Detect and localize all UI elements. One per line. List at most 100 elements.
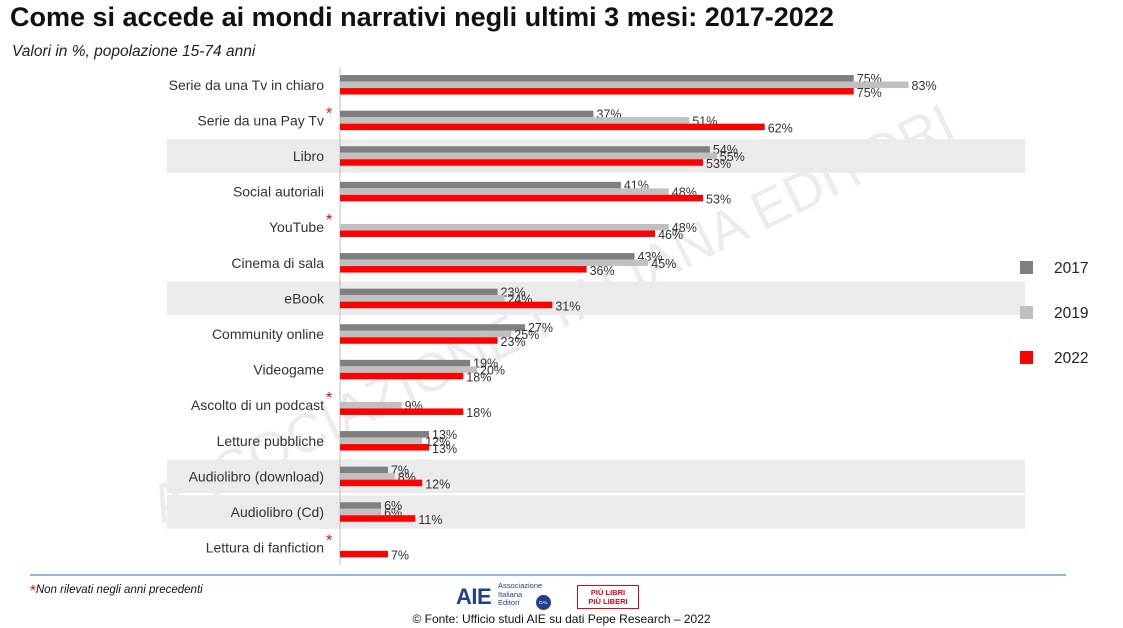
bar-2022: [340, 408, 464, 415]
category-label: Audiolibro (download): [189, 468, 324, 484]
footnote-text: Non rilevati negli anni precedenti: [35, 584, 203, 596]
bar-2017: [340, 502, 382, 509]
bar-2019: [340, 152, 717, 160]
bar-2017: [340, 110, 594, 118]
bar-2019: [340, 366, 477, 373]
footnote-asterisk: *: [30, 582, 36, 599]
bar-2022: [340, 194, 704, 202]
data-label-2022: 75%: [857, 86, 882, 100]
bar-2019: [340, 259, 649, 267]
asterisk-marker: *: [326, 533, 332, 550]
data-label-2017: 23%: [501, 285, 526, 299]
category-label: eBook: [284, 290, 325, 306]
category-label: Letture pubbliche: [217, 433, 325, 449]
data-label-2022: 36%: [590, 264, 615, 278]
bar-2022: [340, 88, 854, 95]
bar-2019: [340, 401, 402, 409]
bar-2017: [340, 288, 498, 296]
legend-label-2019: 2019: [1054, 305, 1088, 322]
aie-logo-badge: DAL 1869: [536, 595, 551, 620]
bar-2019: [340, 81, 909, 89]
category-label: Videogame: [253, 362, 324, 378]
row-band: [167, 495, 1025, 529]
data-label-2022: 31%: [555, 299, 580, 313]
data-label-2019: 20%: [480, 364, 505, 378]
data-label-2022: 13%: [432, 442, 457, 456]
bar-2017: [340, 75, 854, 82]
bar-2017: [340, 359, 471, 367]
data-label-2019: 48%: [672, 221, 697, 235]
data-label-2019: 25%: [514, 328, 539, 342]
data-label-2017: 54%: [713, 143, 738, 157]
legend-label-2022: 2022: [1054, 350, 1088, 367]
bar-2019: [340, 473, 395, 480]
legend-swatch-2017: [1020, 261, 1033, 274]
plpl-logo-line: PIÙ LIBRI: [590, 588, 626, 597]
bar-2022: [340, 301, 553, 309]
data-label-2017: 19%: [473, 357, 498, 371]
data-label-2019: 12%: [425, 435, 450, 449]
category-label: Lettura di fanfiction: [206, 540, 324, 556]
data-label-2017: 7%: [391, 463, 409, 477]
piu-libri-piu-liberi-logo: PIÙ LIBRI PIÙ LIBERI: [577, 585, 639, 609]
footnote: *Non rilevati negli anni precedenti: [30, 582, 203, 599]
category-label: YouTube: [269, 219, 324, 235]
row-band: [167, 281, 1025, 316]
data-label-2022: 18%: [466, 371, 491, 385]
data-label-2022: 53%: [706, 193, 731, 207]
data-label-2022: 12%: [425, 477, 450, 491]
data-label-2022: 11%: [418, 513, 442, 527]
chart-title: Come si accede ai mondi narrativi negli …: [10, 2, 834, 32]
data-label-2022: 18%: [466, 406, 491, 420]
bar-2022: [340, 515, 416, 522]
chart-subtitle: Valori in %, popolazione 15-74 anni: [12, 43, 256, 60]
data-label-2022: 53%: [706, 157, 731, 171]
data-label-2019: 55%: [720, 150, 745, 164]
bar-2019: [340, 437, 423, 445]
asterisk-marker: *: [326, 105, 332, 122]
aie-logo: AIE Associazione Italiana Editori DAL 18…: [456, 581, 556, 620]
data-label-2017: 6%: [384, 499, 402, 513]
data-label-2017: 27%: [528, 321, 553, 335]
bar-2019: [340, 223, 669, 231]
bar-2022: [340, 372, 464, 380]
data-label-2022: 23%: [501, 335, 526, 349]
category-label: Audiolibro (Cd): [231, 504, 324, 520]
bar-2017: [340, 466, 388, 474]
category-label: Serie da una Pay Tv: [197, 112, 324, 128]
bar-2022: [340, 479, 423, 487]
bar-2022: [340, 550, 388, 558]
category-label: Libro: [293, 148, 324, 164]
aie-logo-line: Associazione: [498, 581, 543, 590]
bar-2022: [340, 444, 430, 451]
legend-swatch-2019: [1020, 306, 1033, 319]
bar-2022: [340, 159, 704, 166]
row-band: [167, 459, 1025, 494]
asterisk-marker: *: [326, 390, 332, 407]
bar-2017: [340, 324, 525, 331]
data-label-2022: 62%: [768, 121, 793, 135]
aie-logo-line: Editori: [498, 598, 520, 607]
bar-2022: [340, 337, 498, 344]
bar-2022: [340, 230, 656, 237]
bar-2019: [340, 117, 690, 124]
data-label-2017: 13%: [432, 428, 457, 442]
legend-label-2017: 2017: [1054, 260, 1088, 277]
category-label: Social autoriali: [233, 184, 324, 200]
legend-swatch-2022: [1020, 351, 1033, 364]
data-label-2022: 46%: [658, 228, 683, 242]
bar-2017: [340, 253, 635, 260]
bar-2017: [340, 146, 710, 153]
bar-2017: [340, 181, 621, 189]
data-label-2019: 83%: [912, 79, 937, 93]
data-label-2019: 45%: [651, 257, 676, 271]
plpl-logo-line: PIÙ LIBERI: [588, 597, 628, 606]
category-label: Community online: [212, 326, 324, 342]
bar-2017: [340, 431, 430, 438]
category-label: Serie da una Tv in chiaro: [169, 77, 325, 93]
bar-2019: [340, 295, 505, 302]
bar-2019: [340, 508, 382, 516]
data-label-2022: 7%: [391, 549, 409, 563]
bar-2019: [340, 188, 669, 195]
